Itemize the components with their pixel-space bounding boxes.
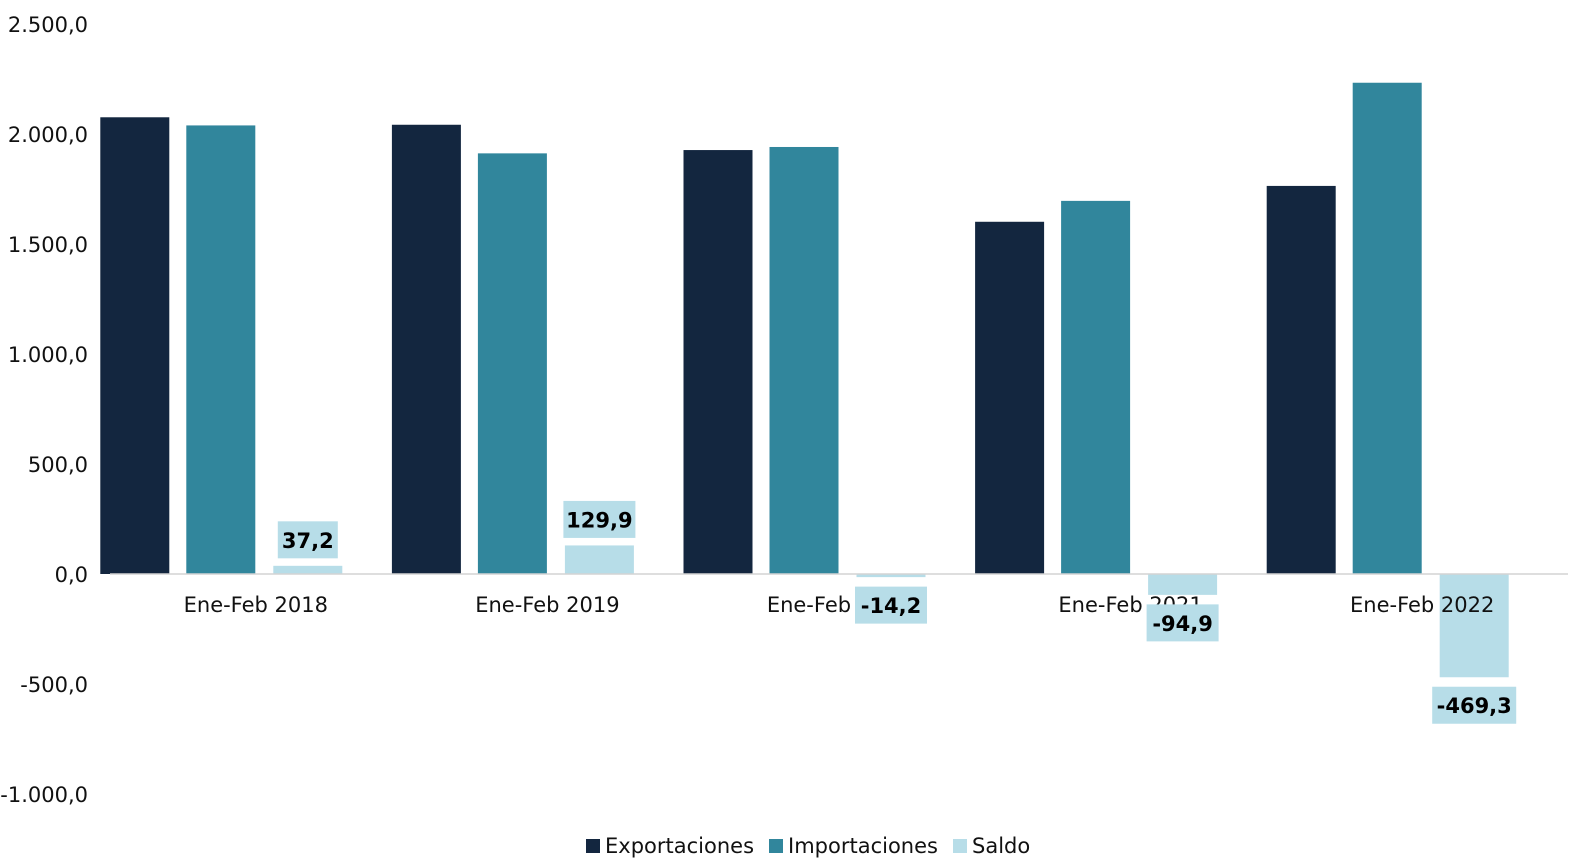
legend-swatch-saldo [953,839,967,853]
y-tick-label: 0,0 [55,563,88,587]
bar-importaciones [769,146,839,575]
bar-importaciones [1352,82,1422,575]
y-axis: 2.500,0 2.000,0 1.500,0 1.000,0 500,0 0,0 -500… [0,13,88,807]
category-label: Ene-Feb 2022 [1350,593,1494,617]
category-label: Ene-Feb 2018 [184,593,328,617]
bar-saldo [1439,574,1509,678]
bar-importaciones [186,125,256,575]
legend-swatch-importaciones [769,839,783,853]
bar-importaciones [1061,200,1131,574]
bar-exportaciones [1266,185,1336,575]
y-tick-label: 2.500,0 [8,13,88,37]
data-label: -94,9 [1152,612,1213,636]
data-labels: 37,2 129,9 -14,2 -94,9 -469,3 [277,500,1517,724]
bar-importaciones [477,153,547,575]
legend-label-exportaciones: Exportaciones [605,834,754,858]
data-label-box [563,500,636,538]
bar-saldo [273,565,343,574]
y-tick-label: 1.000,0 [8,343,88,367]
bar-exportaciones [975,221,1045,574]
legend-label-importaciones: Importaciones [788,834,938,858]
y-tick-label: -1.000,0 [0,783,88,807]
bar-exportaciones [683,150,753,574]
data-label-box [1146,604,1219,642]
y-tick-label: 1.500,0 [8,233,88,257]
bar-saldo [564,545,634,574]
data-label: 129,9 [566,508,632,532]
data-label: -469,3 [1437,694,1512,718]
category-labels: Ene-Feb 2018 Ene-Feb 2019 Ene-Feb 2020 Ene-… [184,593,1495,617]
bars-layer [100,82,1509,678]
bar-saldo [856,574,926,578]
legend: Exportaciones Importaciones Saldo [586,834,1030,858]
y-tick-label: 500,0 [28,453,88,477]
data-label-box [1432,686,1517,724]
bar-exportaciones [391,124,461,574]
data-label: -14,2 [861,594,922,618]
bar-exportaciones [100,117,170,574]
data-label-box [277,521,338,559]
legend-swatch-exportaciones [586,839,600,853]
y-tick-label: 2.000,0 [8,123,88,147]
legend-label-saldo: Saldo [972,834,1030,858]
data-label: 37,2 [282,529,334,553]
category-label: Ene-Feb 2019 [475,593,619,617]
bar-saldo [1148,574,1218,595]
y-tick-label: -500,0 [20,673,88,697]
data-label-box [855,586,927,624]
